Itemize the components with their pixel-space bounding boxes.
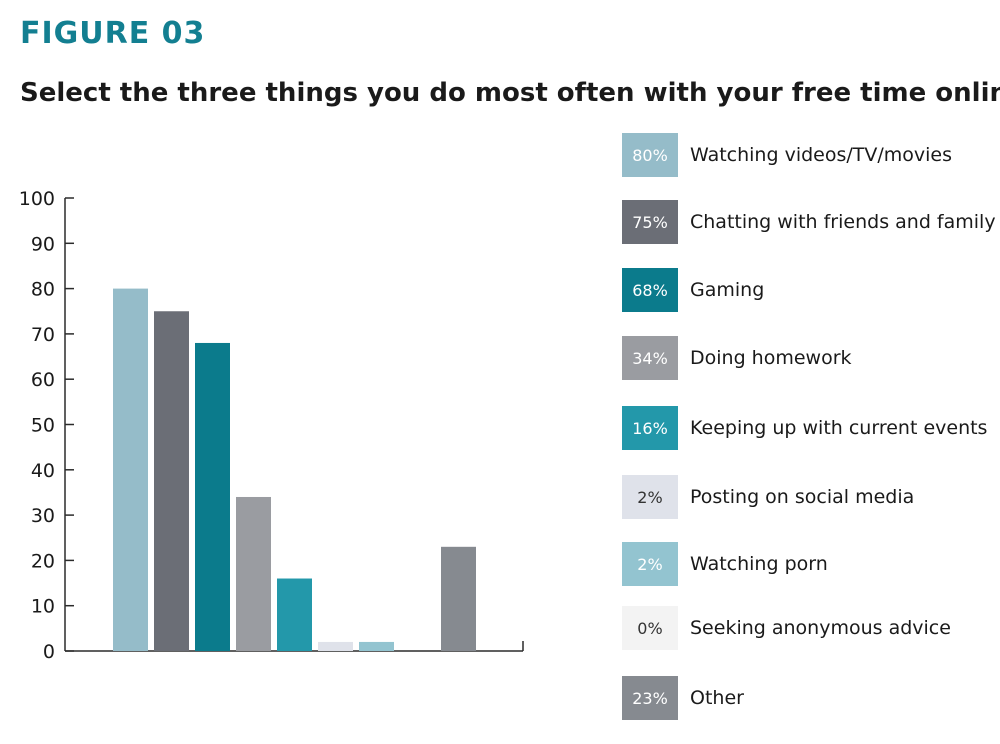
chart-title: Select the three things you do most ofte… <box>20 78 1000 108</box>
y-tick-label: 20 <box>31 550 55 572</box>
bar-3 <box>195 342 230 651</box>
legend-item: 68% Gaming <box>622 268 764 312</box>
legend: 80% Watching videos/TV/movies 75% Chatting … <box>622 0 996 744</box>
legend-item: 80% Watching videos/TV/movies <box>622 133 952 177</box>
legend-label: Posting on social media <box>690 486 915 508</box>
legend-item: 2% Posting on social media <box>622 475 914 519</box>
legend-label: Other <box>690 687 744 709</box>
legend-item: 23% Other <box>622 676 744 720</box>
bar-2 <box>154 311 189 651</box>
legend-item: 34% Doing homework <box>622 336 852 380</box>
bar-6 <box>318 641 353 651</box>
y-tick-label: 10 <box>31 596 55 618</box>
legend-label: Gaming <box>690 279 765 301</box>
y-tick-label: 100 <box>19 188 55 210</box>
legend-swatch-value: 16% <box>622 406 678 450</box>
legend-swatch-value: 75% <box>622 200 678 244</box>
legend-label: Watching porn <box>690 553 828 575</box>
y-tick-label: 80 <box>31 279 55 301</box>
legend-label: Keeping up with current events <box>690 417 988 439</box>
legend-swatch-value: 23% <box>622 676 678 720</box>
legend-label: Doing homework <box>690 347 852 369</box>
y-tick-label: 40 <box>31 460 55 482</box>
figure-label: FIGURE 03 <box>20 16 206 51</box>
legend-swatch-value: 68% <box>622 268 678 312</box>
legend-item: 0% Seeking anonymous advice <box>622 606 951 650</box>
legend-item: 16% Keeping up with current events <box>622 406 987 450</box>
y-tick-label: 90 <box>31 233 55 255</box>
y-tick-label: 0 <box>43 641 55 663</box>
bar-9 <box>441 546 476 651</box>
bar-5 <box>277 578 312 651</box>
y-tick-label: 60 <box>31 369 55 391</box>
legend-label: Watching videos/TV/movies <box>690 144 953 166</box>
legend-item: 2% Watching porn <box>622 542 828 586</box>
y-tick-label: 70 <box>31 324 55 346</box>
y-tick-label: 30 <box>31 505 55 527</box>
legend-label: Seeking anonymous advice <box>690 617 951 639</box>
legend-swatch-value: 0% <box>622 606 678 650</box>
bar-7 <box>359 641 394 651</box>
bar-1 <box>113 288 148 651</box>
bar-4 <box>236 496 271 651</box>
y-tick-label: 50 <box>31 415 55 437</box>
legend-swatch-value: 2% <box>622 542 678 586</box>
legend-label: Chatting with friends and family <box>690 211 996 233</box>
legend-swatch-value: 80% <box>622 133 678 177</box>
legend-item: 75% Chatting with friends and family <box>622 200 996 244</box>
legend-swatch-value: 2% <box>622 475 678 519</box>
bar-chart: 0 10 20 30 40 50 60 70 80 90 100 <box>19 188 524 663</box>
legend-swatch-value: 34% <box>622 336 678 380</box>
